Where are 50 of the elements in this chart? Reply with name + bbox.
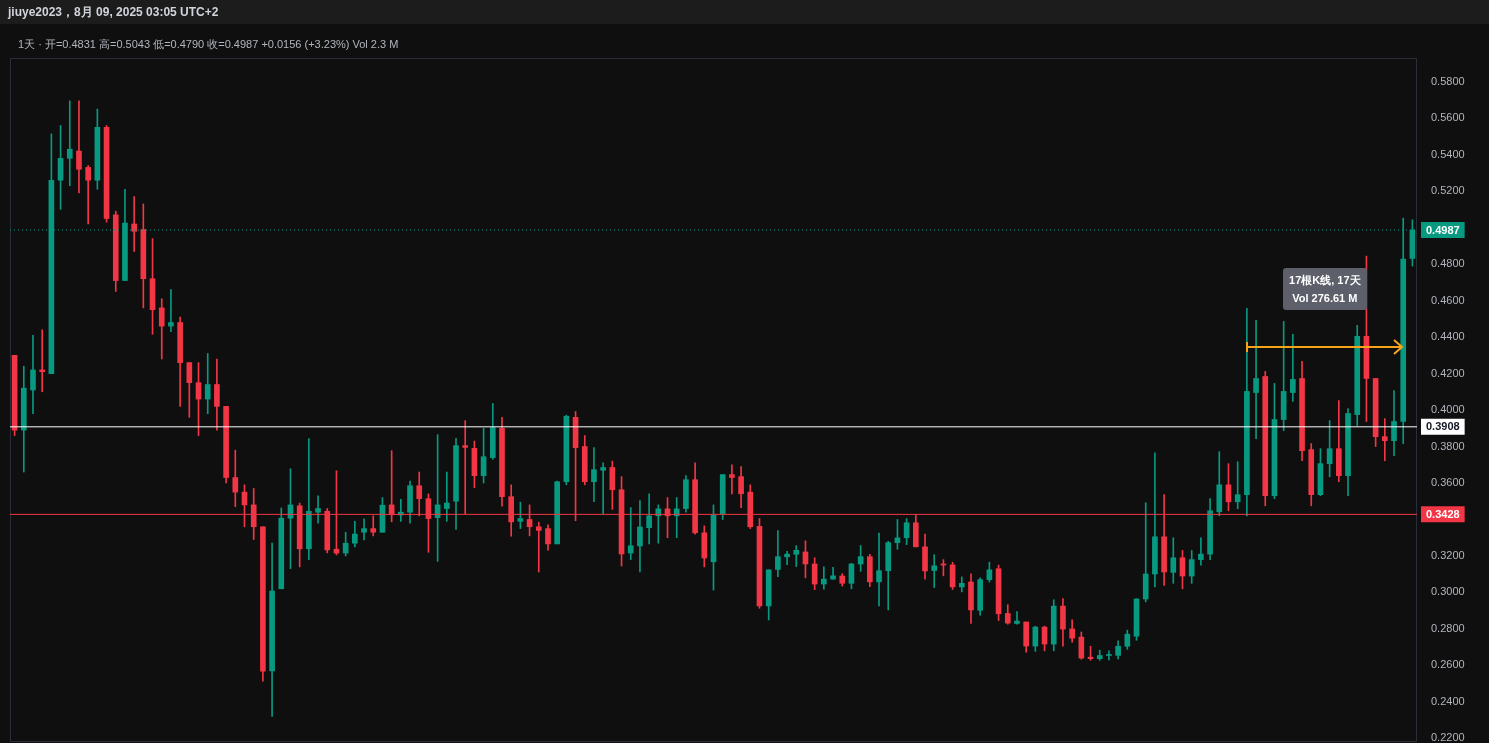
candlestick: [784, 551, 790, 566]
candlestick: [204, 353, 211, 415]
y-tick-label: 0.2600: [1431, 658, 1465, 671]
candlestick: [76, 100, 82, 194]
annotation: Vol 276.61 M: [1292, 292, 1358, 304]
candlestick: [793, 545, 800, 567]
y-tick-label: 0.4400: [1431, 330, 1465, 343]
candlestick: [535, 521, 542, 573]
y-tick-label: 0.2200: [1431, 731, 1465, 743]
y-tick-label: 0.5200: [1431, 184, 1465, 197]
candlestick: [600, 462, 606, 515]
candlestick: [876, 532, 882, 607]
y-tick-label: 0.3000: [1431, 585, 1465, 598]
y-tick-label: 0.3800: [1431, 439, 1465, 452]
candlestick: [85, 165, 91, 225]
candlestick: [729, 464, 735, 495]
candlestick: [168, 289, 174, 332]
candlestick: [1253, 319, 1259, 439]
y-tick-label: 0.4000: [1431, 403, 1465, 416]
y-tick-label: 0.3200: [1431, 548, 1465, 561]
chart-title: 1天 · 开=0.4831 高=0.5043 低=0.4790 收=0.4987 +0.0156 (+3.23%) Vol 2.3 M: [18, 37, 399, 52]
annotation: 17根K线, 17天: [1289, 274, 1361, 286]
y-tick-label: 0.5600: [1431, 111, 1465, 124]
candlestick: [131, 196, 137, 252]
candlestick: [1106, 650, 1112, 661]
candlestick: [30, 334, 36, 415]
y-tick-label: 0.2400: [1431, 694, 1465, 707]
ref-line-label: 0.3428: [1426, 507, 1460, 520]
ref-line-label: 0.4987: [1426, 223, 1460, 236]
candlestick: [1290, 334, 1296, 402]
text: jiuye2023，8月 09, 2025 03:05 UTC+2: [0, 0, 1489, 24]
y-tick-label: 0.4200: [1431, 366, 1465, 379]
y-tick-label: 0.2800: [1431, 621, 1465, 634]
y-tick-label: 0.4600: [1431, 293, 1465, 306]
y-tick-label: 0.3600: [1431, 476, 1465, 489]
y-tick-label: 0.5800: [1431, 74, 1465, 87]
candlestick: [1198, 537, 1204, 566]
ref-line-label: 0.3908: [1426, 420, 1460, 433]
candlestick: [821, 566, 827, 590]
candlestick: [591, 447, 597, 503]
candlestick: [443, 471, 450, 522]
candlestick: [315, 495, 321, 524]
candlestick: [627, 507, 634, 560]
candlestick: [66, 100, 73, 187]
candlestick: [1234, 461, 1241, 510]
candlestick: [931, 554, 938, 588]
candlestick: [1014, 611, 1020, 625]
candlestick: [1381, 418, 1388, 462]
y-tick-label: 0.4800: [1431, 257, 1465, 270]
y-tick-label: 0.5400: [1431, 147, 1465, 160]
